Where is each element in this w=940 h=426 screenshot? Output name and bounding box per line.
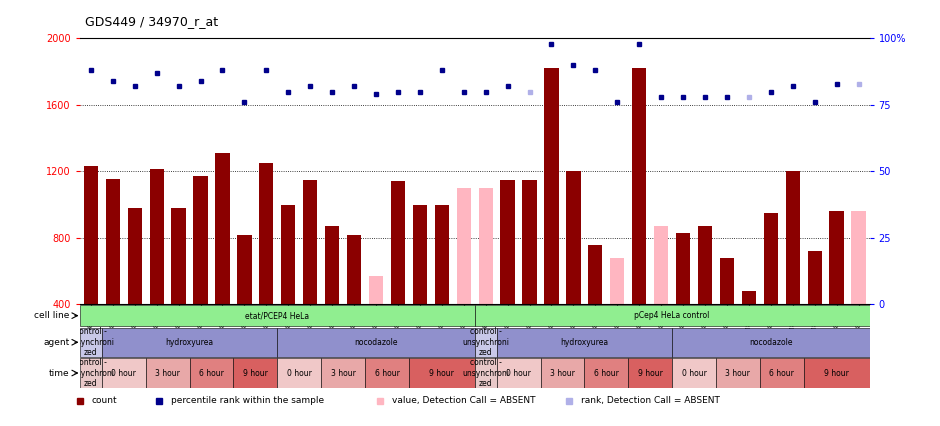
Bar [233, 358, 277, 388]
Bar [475, 358, 496, 388]
Text: etat/PCEP4 HeLa: etat/PCEP4 HeLa [245, 311, 309, 320]
Bar [102, 358, 146, 388]
Bar [829, 211, 844, 305]
Bar [413, 204, 427, 305]
Bar [610, 258, 624, 305]
Text: 0 hour: 0 hour [682, 368, 707, 377]
Bar [457, 188, 471, 305]
Text: control -
unsynchroni
zed: control - unsynchroni zed [68, 358, 115, 388]
Bar [716, 358, 760, 388]
Bar [676, 233, 690, 305]
Text: 0 hour: 0 hour [506, 368, 531, 377]
Bar [697, 226, 713, 305]
Bar [277, 328, 475, 357]
Text: 3 hour: 3 hour [550, 368, 575, 377]
Bar [146, 358, 190, 388]
Bar [672, 328, 870, 357]
Bar [105, 179, 120, 305]
Text: 9 hour: 9 hour [824, 368, 849, 377]
Bar [194, 176, 208, 305]
Bar [80, 328, 102, 357]
Bar [628, 358, 672, 388]
Bar [171, 208, 186, 305]
Bar [190, 358, 233, 388]
Bar [80, 358, 102, 388]
Bar [544, 68, 558, 305]
Bar [84, 167, 98, 305]
Text: 0 hour: 0 hour [287, 368, 312, 377]
Bar [786, 171, 800, 305]
Bar [434, 204, 449, 305]
Text: hydroxyurea: hydroxyurea [165, 338, 213, 347]
Bar [496, 358, 540, 388]
Bar [149, 169, 164, 305]
Text: 9 hour: 9 hour [243, 368, 268, 377]
Text: count: count [92, 396, 118, 405]
Bar [807, 251, 822, 305]
Text: 0 hour: 0 hour [111, 368, 136, 377]
Bar [654, 226, 668, 305]
Text: 3 hour: 3 hour [726, 368, 750, 377]
Text: GDS449 / 34970_r_at: GDS449 / 34970_r_at [85, 14, 218, 28]
Bar [585, 358, 628, 388]
Bar [325, 226, 339, 305]
Bar [277, 358, 321, 388]
Text: cell line: cell line [34, 311, 70, 320]
Bar [391, 181, 405, 305]
Text: 6 hour: 6 hour [199, 368, 224, 377]
Bar [720, 258, 734, 305]
Text: pCep4 HeLa control: pCep4 HeLa control [634, 311, 710, 320]
Text: nocodazole: nocodazole [749, 338, 792, 347]
Text: hydroxyurea: hydroxyurea [560, 338, 608, 347]
Bar [496, 328, 672, 357]
Bar [409, 358, 475, 388]
Text: 9 hour: 9 hour [637, 368, 663, 377]
Text: time: time [49, 368, 70, 377]
Bar [347, 235, 361, 305]
Text: nocodazole: nocodazole [354, 338, 398, 347]
Bar [475, 328, 496, 357]
Text: 9 hour: 9 hour [430, 368, 454, 377]
Bar [523, 180, 537, 305]
Bar [566, 171, 581, 305]
Bar [365, 358, 409, 388]
Bar [321, 358, 365, 388]
Bar [303, 180, 318, 305]
Text: control -
unsynchroni
zed: control - unsynchroni zed [462, 358, 509, 388]
Bar [588, 245, 603, 305]
Text: control -
unsynchroni
zed: control - unsynchroni zed [462, 327, 509, 357]
Text: value, Detection Call = ABSENT: value, Detection Call = ABSENT [392, 396, 535, 405]
Text: 3 hour: 3 hour [331, 368, 355, 377]
Text: percentile rank within the sample: percentile rank within the sample [171, 396, 323, 405]
Bar [475, 305, 870, 326]
Bar [540, 358, 585, 388]
Bar [102, 328, 277, 357]
Bar [760, 358, 804, 388]
Bar [742, 291, 756, 305]
Bar [368, 276, 384, 305]
Text: 6 hour: 6 hour [769, 368, 794, 377]
Text: 6 hour: 6 hour [594, 368, 619, 377]
Bar [281, 204, 295, 305]
Bar [763, 213, 778, 305]
Bar [500, 180, 515, 305]
Bar [632, 68, 647, 305]
Bar [237, 235, 252, 305]
Text: control -
unsynchroni
zed: control - unsynchroni zed [68, 327, 115, 357]
Text: rank, Detection Call = ABSENT: rank, Detection Call = ABSENT [581, 396, 720, 405]
Bar [259, 163, 274, 305]
Text: agent: agent [43, 338, 70, 347]
Bar [804, 358, 870, 388]
Bar [215, 153, 229, 305]
Bar [80, 305, 475, 326]
Bar [672, 358, 716, 388]
Bar [128, 208, 142, 305]
Bar [478, 188, 493, 305]
Text: 3 hour: 3 hour [155, 368, 180, 377]
Text: 6 hour: 6 hour [374, 368, 400, 377]
Bar [852, 211, 866, 305]
